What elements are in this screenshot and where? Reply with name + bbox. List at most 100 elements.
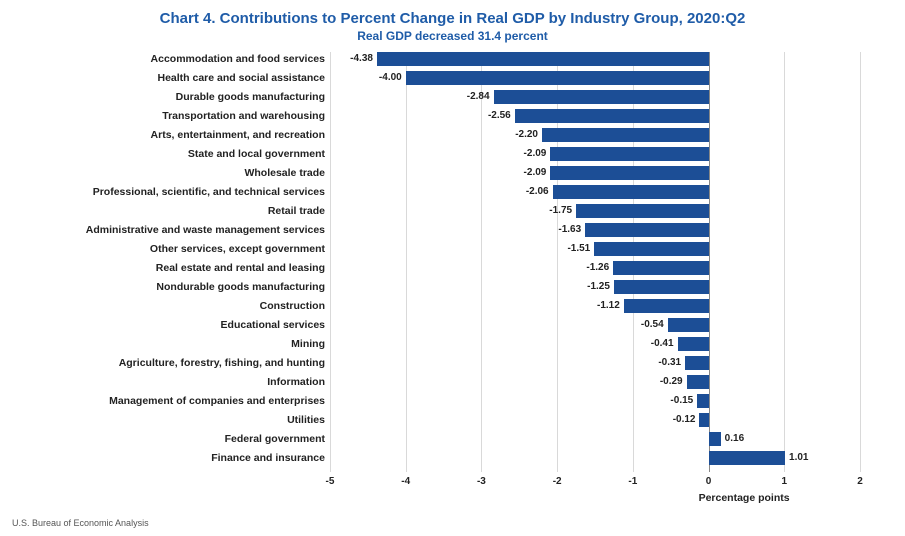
- category-label: Other services, except government: [5, 243, 325, 255]
- bar-value-label: -2.09: [524, 148, 547, 159]
- bar: [594, 242, 708, 256]
- gridline: [860, 52, 861, 472]
- x-tick-label: 0: [706, 476, 712, 487]
- bar-row: -0.12: [330, 413, 860, 427]
- chart-title: Chart 4. Contributions to Percent Change…: [0, 0, 905, 27]
- bar-value-label: -0.41: [651, 338, 674, 349]
- category-label: Health care and social assistance: [5, 72, 325, 84]
- bar: [668, 318, 709, 332]
- bar: [576, 204, 709, 218]
- bar-value-label: 0.16: [725, 433, 744, 444]
- x-tick-label: -4: [401, 476, 410, 487]
- bar-row: -1.75: [330, 204, 860, 218]
- category-label: Nondurable goods manufacturing: [5, 281, 325, 293]
- bar-value-label: -2.20: [515, 129, 538, 140]
- bar-row: -0.41: [330, 337, 860, 351]
- category-label: Agriculture, forestry, fishing, and hunt…: [5, 357, 325, 369]
- bar-value-label: -1.63: [558, 224, 581, 235]
- bar: [709, 451, 785, 465]
- x-axis-title: Percentage points: [699, 492, 790, 504]
- x-tick-label: -3: [477, 476, 486, 487]
- bar-row: -2.84: [330, 90, 860, 104]
- chart-subtitle: Real GDP decreased 31.4 percent: [0, 27, 905, 51]
- bar: [515, 109, 709, 123]
- bar-value-label: -0.29: [660, 376, 683, 387]
- bar: [697, 394, 708, 408]
- bar: [550, 147, 708, 161]
- category-label: Federal government: [5, 433, 325, 445]
- bar: [614, 280, 709, 294]
- bar-row: -1.12: [330, 299, 860, 313]
- bar-row: 1.01: [330, 451, 860, 465]
- bar-row: -0.15: [330, 394, 860, 408]
- category-label: Information: [5, 376, 325, 388]
- bar: [613, 261, 708, 275]
- bar-value-label: -1.12: [597, 300, 620, 311]
- category-label: Utilities: [5, 414, 325, 426]
- bar-value-label: 1.01: [789, 452, 808, 463]
- plot-area: -4.38 -4.00 -2.84 -2.56 -2.20 -2.09 -2.09 -2.06…: [330, 52, 860, 472]
- bar-row: 0.16: [330, 432, 860, 446]
- bar-value-label: -2.84: [467, 91, 490, 102]
- category-label: Administrative and waste management serv…: [5, 224, 325, 236]
- bar-row: -1.26: [330, 261, 860, 275]
- bar-row: -1.63: [330, 223, 860, 237]
- bar-row: -2.09: [330, 166, 860, 180]
- bar: [494, 90, 709, 104]
- bar: [678, 337, 709, 351]
- bar: [406, 71, 709, 85]
- bar-row: -4.38: [330, 52, 860, 66]
- bar-value-label: -1.26: [586, 262, 609, 273]
- bar-value-label: -2.06: [526, 186, 549, 197]
- bar: [377, 52, 709, 66]
- category-label: State and local government: [5, 148, 325, 160]
- category-label: Finance and insurance: [5, 452, 325, 464]
- x-tick-label: -1: [628, 476, 637, 487]
- bar: [550, 166, 708, 180]
- bar-row: -0.31: [330, 356, 860, 370]
- category-label: Arts, entertainment, and recreation: [5, 129, 325, 141]
- category-label: Professional, scientific, and technical …: [5, 186, 325, 198]
- bar-row: -1.25: [330, 280, 860, 294]
- category-label: Wholesale trade: [5, 167, 325, 179]
- bar: [685, 356, 708, 370]
- bar-row: -0.54: [330, 318, 860, 332]
- bar-row: -0.29: [330, 375, 860, 389]
- source-text: U.S. Bureau of Economic Analysis: [12, 518, 149, 528]
- bar-row: -2.09: [330, 147, 860, 161]
- category-label: Durable goods manufacturing: [5, 91, 325, 103]
- bar-value-label: -0.15: [670, 395, 693, 406]
- x-tick-label: 1: [782, 476, 788, 487]
- bar-row: -2.56: [330, 109, 860, 123]
- bar-row: -4.00: [330, 71, 860, 85]
- bar-value-label: -2.56: [488, 110, 511, 121]
- bar: [709, 432, 721, 446]
- category-label: Transportation and warehousing: [5, 110, 325, 122]
- category-label: Mining: [5, 338, 325, 350]
- bar-value-label: -1.51: [567, 243, 590, 254]
- bar: [585, 223, 708, 237]
- category-label: Construction: [5, 300, 325, 312]
- category-label: Retail trade: [5, 205, 325, 217]
- x-tick-label: -2: [553, 476, 562, 487]
- bar-value-label: -4.38: [350, 53, 373, 64]
- category-label: Management of companies and enterprises: [5, 395, 325, 407]
- bar: [624, 299, 709, 313]
- bar-value-label: -4.00: [379, 72, 402, 83]
- x-tick-label: -5: [326, 476, 335, 487]
- category-label: Real estate and rental and leasing: [5, 262, 325, 274]
- bar-value-label: -0.12: [673, 414, 696, 425]
- x-tick-label: 2: [857, 476, 863, 487]
- bar-value-label: -0.31: [658, 357, 681, 368]
- bar: [553, 185, 709, 199]
- bar-value-label: -1.75: [549, 205, 572, 216]
- category-label: Educational services: [5, 319, 325, 331]
- bar-value-label: -0.54: [641, 319, 664, 330]
- bar-row: -2.20: [330, 128, 860, 142]
- bar: [687, 375, 709, 389]
- category-label: Accommodation and food services: [5, 53, 325, 65]
- bar-value-label: -1.25: [587, 281, 610, 292]
- bar-row: -1.51: [330, 242, 860, 256]
- bar: [699, 413, 708, 427]
- bar-row: -2.06: [330, 185, 860, 199]
